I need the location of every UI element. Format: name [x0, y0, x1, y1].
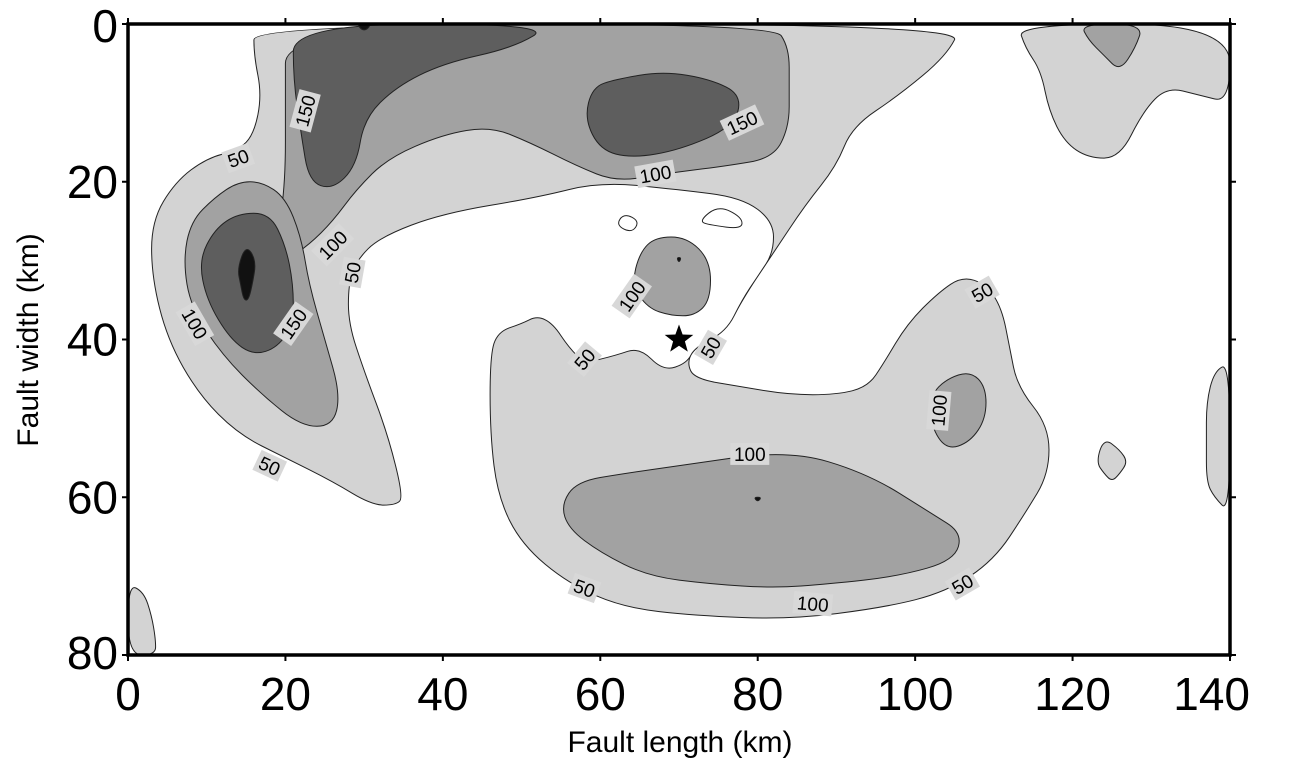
contour-label-bg: [221, 142, 256, 174]
contour-label: 100: [792, 591, 834, 617]
contour-label: 100: [730, 442, 770, 466]
x-tick-label: 120: [1034, 668, 1111, 720]
contour-label: 50: [252, 449, 288, 482]
region-200-center-dot: [676, 257, 682, 263]
x-axis-label: Fault length (km): [567, 726, 792, 759]
y-tick-label: 0: [92, 0, 118, 52]
axis-ticks: [122, 18, 1236, 661]
region-100-top-right: [1083, 24, 1141, 68]
region-150-top-center: [586, 72, 740, 157]
contour-label-bg: [175, 301, 215, 347]
y-tick-labels: 0 20 40 60 80: [67, 0, 118, 679]
star-marker: [664, 324, 694, 352]
contour-label-bg: [611, 273, 652, 319]
contour-label-bg: [339, 256, 366, 289]
contour-label-bg: [926, 390, 952, 431]
contour-label: 50: [339, 256, 366, 289]
x-tick-label: 60: [575, 668, 626, 720]
x-tick-labels: 0 20 40 60 80 100 120 140: [115, 668, 1250, 720]
region-100-lower: [563, 454, 960, 588]
contour-label-bg: [792, 591, 834, 617]
contour-label-bg: [944, 567, 981, 601]
x-tick-label: 0: [115, 668, 141, 720]
x-tick-label: 20: [260, 668, 311, 720]
hole-below-50-b: [701, 208, 743, 229]
region-50-right-edge: [1205, 366, 1230, 507]
contour-label: 100: [634, 159, 677, 189]
region-100-center-blob: [633, 236, 711, 317]
y-tick-label: 80: [67, 627, 118, 679]
y-tick-label: 20: [67, 156, 118, 208]
region-50-small-patch: [1097, 441, 1127, 480]
markers: [664, 324, 694, 352]
contour-label-bg: [693, 329, 728, 366]
contour-label-bg: [964, 275, 1000, 309]
y-axis-label: Fault width (km): [12, 233, 45, 446]
contour-label-text: 100: [928, 394, 952, 427]
x-tick-label: 80: [732, 668, 783, 720]
contour-label-bg: [719, 104, 765, 141]
contour-label-bg: [730, 442, 770, 465]
y-tick-label: 40: [67, 314, 118, 366]
contour-label-bg: [634, 159, 677, 189]
contour-label-bg: [311, 223, 355, 267]
y-tick-label: 60: [67, 471, 118, 523]
region-50-top-right: [1020, 24, 1230, 159]
hole-below-50-a: [618, 215, 638, 232]
contour-label-text: 100: [734, 445, 766, 466]
region-50-bottom-left: [128, 587, 157, 655]
x-tick-label: 100: [877, 668, 954, 720]
contour-regions: [128, 24, 1230, 655]
contour-label-text: 50: [342, 261, 366, 285]
x-tick-label: 140: [1173, 668, 1250, 720]
region-200-left-spike: [238, 249, 256, 301]
contour-label: 50: [221, 142, 256, 174]
contour-label: 100: [926, 390, 952, 431]
contour-label-bg: [252, 449, 288, 482]
x-tick-label: 40: [417, 668, 468, 720]
region-200-lower-dot: [754, 496, 761, 502]
contour-label-bg: [567, 572, 602, 604]
contour-label-bg: [567, 341, 602, 377]
contour-label-text: 100: [796, 593, 829, 617]
contour-label-bg: [273, 301, 314, 346]
contour-label-bg: [289, 89, 321, 133]
